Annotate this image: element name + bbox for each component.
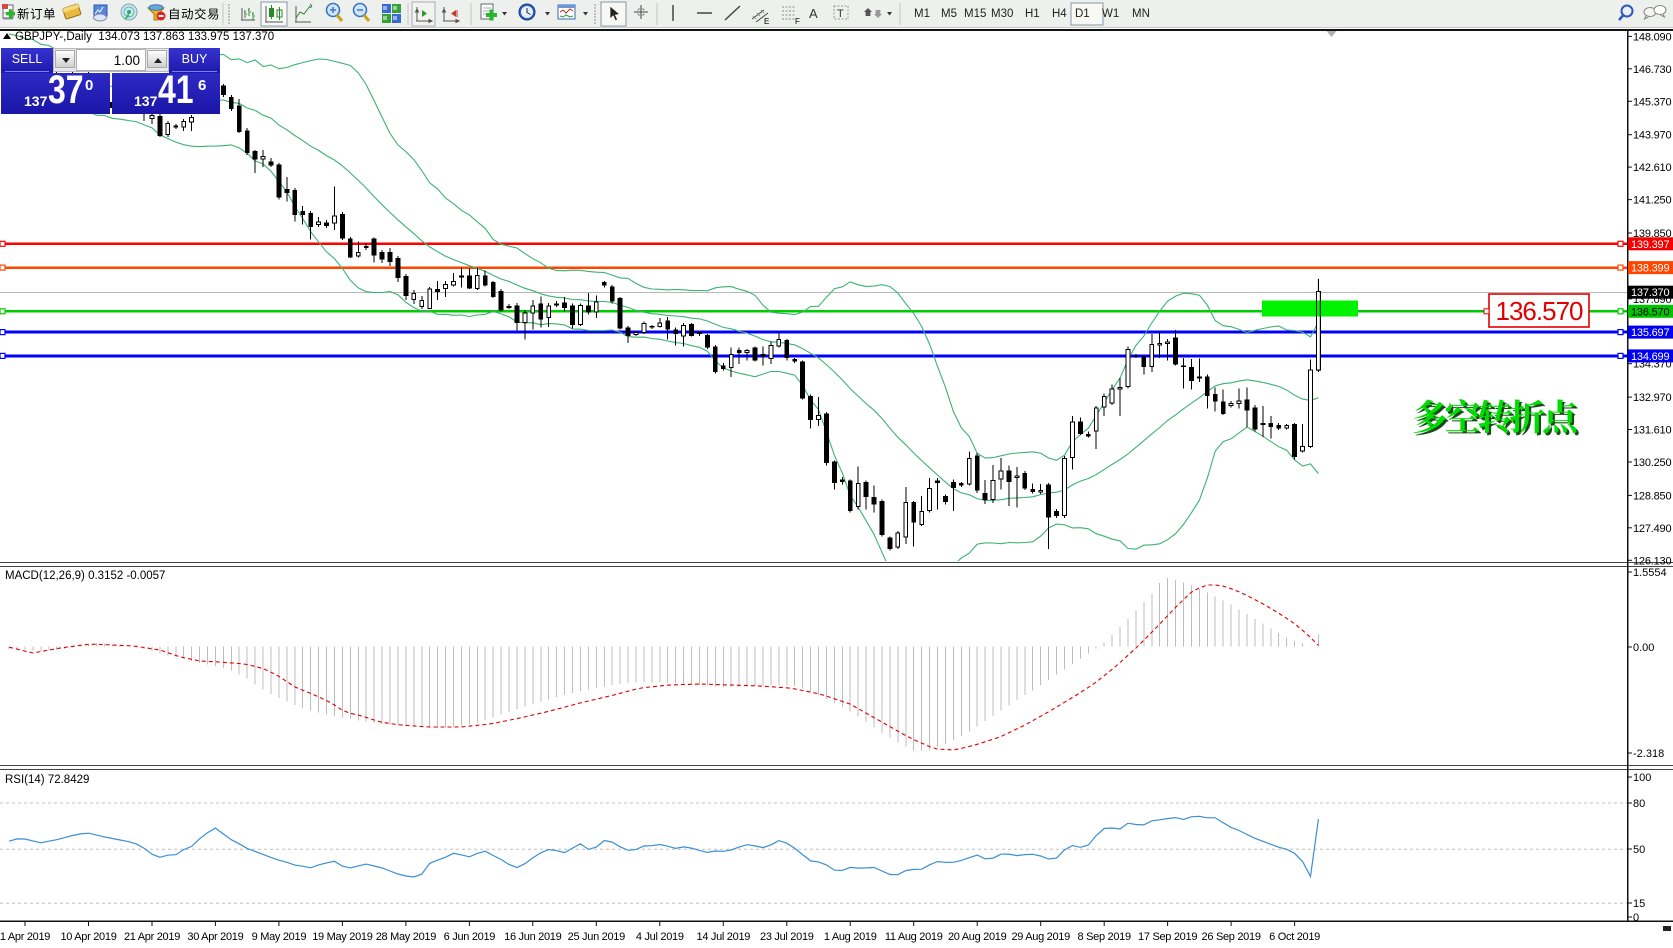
svg-text:4 Jul 2019: 4 Jul 2019 — [636, 931, 684, 943]
svg-text:M1: M1 — [914, 8, 930, 20]
svg-text:15: 15 — [1633, 898, 1645, 910]
svg-text:130.250: 130.250 — [1633, 457, 1671, 469]
svg-text:146.730: 146.730 — [1633, 64, 1671, 76]
svg-text:RSI(14) 72.8429: RSI(14) 72.8429 — [5, 774, 89, 786]
svg-text:80: 80 — [1633, 798, 1645, 810]
svg-text:1.5554: 1.5554 — [1633, 567, 1667, 579]
svg-text:14 Jul 2019: 14 Jul 2019 — [697, 931, 751, 943]
svg-text:11 Aug 2019: 11 Aug 2019 — [885, 931, 943, 943]
svg-text:138.399: 138.399 — [1631, 263, 1669, 275]
svg-text:127.490: 127.490 — [1633, 523, 1671, 535]
svg-text:134.699: 134.699 — [1631, 351, 1669, 363]
svg-text:100: 100 — [1633, 772, 1651, 784]
svg-text:20 Aug 2019: 20 Aug 2019 — [948, 931, 1007, 943]
svg-text:6 Oct 2019: 6 Oct 2019 — [1269, 931, 1320, 943]
svg-text:131.610: 131.610 — [1633, 425, 1671, 437]
svg-text:139.850: 139.850 — [1633, 228, 1671, 240]
svg-text:17 Sep 2019: 17 Sep 2019 — [1138, 931, 1197, 943]
svg-text:9 May 2019: 9 May 2019 — [252, 931, 307, 943]
svg-text:30 Apr 2019: 30 Apr 2019 — [187, 931, 243, 943]
svg-text:141.250: 141.250 — [1633, 195, 1671, 207]
svg-text:0.00: 0.00 — [1633, 642, 1654, 654]
svg-text:21 Apr 2019: 21 Apr 2019 — [124, 931, 180, 943]
svg-text:23 Jul 2019: 23 Jul 2019 — [760, 931, 814, 943]
svg-text:10 Apr 2019: 10 Apr 2019 — [60, 931, 116, 943]
svg-text:137.370: 137.370 — [1631, 287, 1669, 299]
svg-text:0: 0 — [1633, 912, 1639, 924]
svg-text:1 Apr 2019: 1 Apr 2019 — [0, 931, 50, 943]
svg-text:50: 50 — [1633, 844, 1645, 856]
svg-text:W1: W1 — [1102, 8, 1119, 20]
svg-text:19 May 2019: 19 May 2019 — [312, 931, 372, 943]
svg-text:26 Sep 2019: 26 Sep 2019 — [1202, 931, 1261, 943]
svg-text:126.130: 126.130 — [1633, 555, 1671, 567]
svg-text:136.570: 136.570 — [1496, 296, 1584, 326]
svg-text:6 Jun 2019: 6 Jun 2019 — [444, 931, 496, 943]
svg-text:29 Aug 2019: 29 Aug 2019 — [1011, 931, 1070, 943]
svg-text:M30: M30 — [991, 8, 1013, 20]
svg-text:MN: MN — [1132, 8, 1150, 20]
svg-text:132.970: 132.970 — [1633, 392, 1671, 404]
svg-text:M15: M15 — [964, 8, 986, 20]
svg-text:M5: M5 — [941, 8, 957, 20]
svg-text:145.370: 145.370 — [1633, 96, 1671, 108]
svg-text:MACD(12,26,9) 0.3152 -0.0057: MACD(12,26,9) 0.3152 -0.0057 — [5, 570, 165, 582]
svg-text:16 Jun 2019: 16 Jun 2019 — [504, 931, 561, 943]
svg-text:H1: H1 — [1025, 8, 1040, 20]
svg-text:139.397: 139.397 — [1631, 239, 1669, 251]
svg-text:A: A — [809, 6, 818, 21]
svg-text:D1: D1 — [1075, 8, 1090, 20]
svg-text:25 Jun 2019: 25 Jun 2019 — [568, 931, 625, 943]
svg-text:1 Aug 2019: 1 Aug 2019 — [824, 931, 877, 943]
svg-text:128.850: 128.850 — [1633, 490, 1671, 502]
svg-text:T: T — [837, 8, 844, 20]
svg-text:28 May 2019: 28 May 2019 — [376, 931, 436, 943]
svg-text:E: E — [764, 17, 769, 26]
svg-text:135.697: 135.697 — [1631, 327, 1669, 339]
svg-text:8 Sep 2019: 8 Sep 2019 — [1078, 931, 1131, 943]
svg-text:143.970: 143.970 — [1633, 130, 1671, 142]
svg-text:148.090: 148.090 — [1633, 31, 1671, 43]
svg-text:H4: H4 — [1052, 8, 1067, 20]
svg-text:-2.318: -2.318 — [1633, 748, 1664, 760]
svg-text:136.570: 136.570 — [1631, 306, 1669, 318]
svg-text:F: F — [795, 17, 800, 26]
svg-text:142.610: 142.610 — [1633, 162, 1671, 174]
